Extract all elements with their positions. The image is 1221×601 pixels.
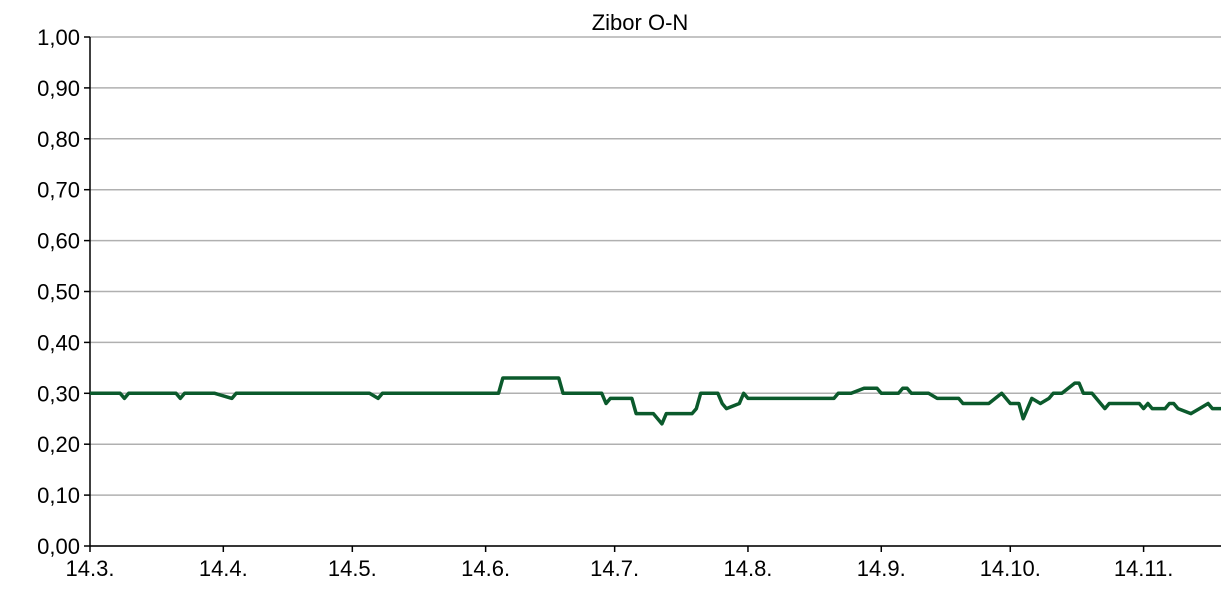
line-series: [90, 376, 1221, 426]
x-tick-label: 14.3.: [66, 556, 115, 581]
x-tick-label: 14.11.: [1114, 556, 1174, 581]
x-tick-label: 14.5.: [328, 556, 377, 581]
x-tick-label: 14.4.: [199, 556, 248, 581]
x-tick-label: 14.7.: [590, 556, 639, 581]
y-tick-label: 0,70: [37, 178, 80, 203]
x-tick-label: 14.10.: [980, 556, 1041, 581]
x-tick-label: 14.9.: [857, 556, 906, 581]
y-tick-label: 0,60: [37, 229, 80, 254]
chart-title: Zibor O-N: [592, 10, 689, 35]
y-tick-label: 0,20: [37, 432, 80, 457]
x-tick-label: 14.8.: [723, 556, 772, 581]
y-tick-label: 0,40: [37, 330, 80, 355]
y-tick-label: 0,80: [37, 127, 80, 152]
y-tick-label: 0,90: [37, 76, 80, 101]
y-tick-label: 0,50: [37, 280, 80, 305]
y-tick-label: 1,00: [37, 25, 80, 50]
y-tick-label: 0,00: [37, 534, 80, 559]
y-tick-label: 0,10: [37, 483, 80, 508]
y-tick-label: 0,30: [37, 381, 80, 406]
x-tick-label: 14.6.: [461, 556, 510, 581]
